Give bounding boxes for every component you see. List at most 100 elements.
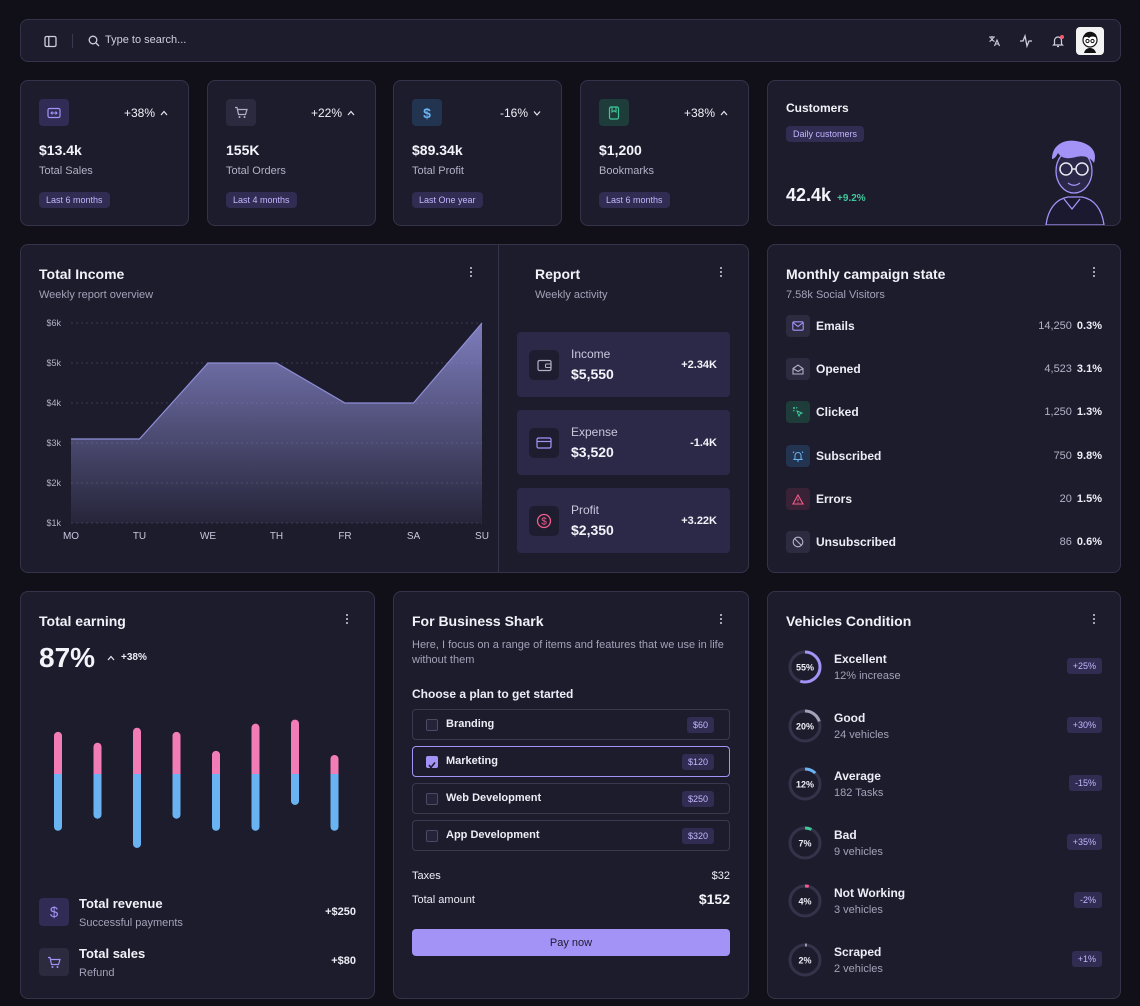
stat-change: +38%: [684, 106, 728, 120]
sales-label: Total sales: [79, 946, 146, 961]
checkbox[interactable]: [426, 793, 438, 805]
checkbox[interactable]: [426, 756, 438, 769]
plan-option-app-development[interactable]: App Development $320: [412, 820, 730, 851]
campaign-count: 1,250: [1044, 406, 1072, 418]
plan-name: Branding: [446, 718, 495, 730]
campaign-label: Clicked: [816, 405, 859, 419]
revenue-label: Total revenue: [79, 896, 163, 911]
x-tick-label: SA: [407, 531, 421, 542]
customers-change: +9.2%: [837, 193, 866, 204]
vehicle-sub: 3 vehicles: [834, 904, 883, 917]
x-tick-label: WE: [200, 531, 216, 542]
plan-name: Web Development: [446, 792, 542, 804]
vehicle-row: 4% Not Working 3 vehicles -2%: [786, 881, 1102, 921]
plan-option-web-development[interactable]: Web Development $250: [412, 783, 730, 814]
stat-period-badge: Last 6 months: [599, 192, 670, 208]
campaign-label: Errors: [816, 492, 853, 506]
progress-arc: [788, 650, 822, 684]
report-change: +2.34K: [681, 359, 717, 371]
stat-period-badge: Last 6 months: [39, 192, 110, 208]
plan-name: Marketing: [446, 755, 498, 767]
earning-card: Total earning 87% +38% $ Total revenue S…: [20, 591, 375, 999]
progress-label: 12%: [796, 780, 814, 790]
income-menu-icon[interactable]: [465, 265, 477, 279]
progress-arc: [788, 943, 822, 977]
earning-bar-top: [93, 742, 102, 778]
stat-value: $13.4k: [39, 142, 82, 158]
campaign-count: 750: [1053, 450, 1072, 462]
plan-price: $60: [686, 717, 714, 733]
earning-bar-top: [54, 731, 62, 778]
taxes-value: $32: [711, 870, 730, 882]
stat-change: -16%: [500, 106, 541, 120]
y-tick-label: $5k: [46, 358, 61, 368]
campaign-label: Unsubscribed: [816, 535, 897, 549]
report-value: $5,550: [571, 366, 614, 382]
progress-label: 7%: [798, 838, 811, 848]
plan-option-marketing[interactable]: Marketing $120: [412, 746, 730, 777]
stat-label: Total Profit: [412, 165, 464, 177]
earning-menu-icon[interactable]: [341, 612, 353, 626]
vehicles-card: Vehicles Condition 55% Excellent 12% incre…: [767, 591, 1121, 999]
report-item-expense: Expense $3,520 -1.4K: [517, 410, 730, 475]
campaign-label: Emails: [816, 319, 855, 333]
y-tick-label: $1k: [46, 518, 61, 528]
earning-bar-bottom: [93, 774, 102, 819]
top-bar: Type to search...: [20, 19, 1121, 62]
customers-title: Customers: [786, 101, 849, 115]
earning-bar-chart: [54, 719, 339, 848]
plan-option-branding[interactable]: Branding $60: [412, 709, 730, 740]
translate-icon[interactable]: [985, 32, 1003, 50]
chevron-up-icon: [347, 110, 355, 116]
earning-bar-top: [291, 719, 299, 778]
vehicle-row: 12% Average 182 Tasks -15%: [786, 764, 1102, 804]
report-change: -1.4K: [690, 437, 717, 449]
report-item-income: Income $5,550 +2.34K: [517, 332, 730, 397]
campaign-pct: 0.3%: [1076, 320, 1102, 332]
campaign-pct: 3.1%: [1076, 363, 1102, 375]
customer-illustration: [1045, 140, 1105, 225]
vehicle-badge: +30%: [1066, 716, 1102, 733]
plan-price: $120: [681, 754, 714, 770]
income-chart: $1k $2k $3k $4k $5k $6k MO TU WE TH FR SA SU: [46, 318, 489, 542]
sidebar-toggle-icon[interactable]: [41, 32, 59, 50]
customers-card: Customers Daily customers 42.4k +9.2%: [767, 80, 1121, 226]
stat-card-total-orders: +22% 155K Total Orders Last 4 months: [207, 80, 376, 226]
earning-bar-bottom: [133, 774, 141, 848]
earning-bar-top: [133, 727, 141, 778]
progress-ring: 2%: [788, 943, 822, 977]
plan-name: App Development: [446, 829, 540, 841]
ticket-icon: [39, 99, 69, 126]
revenue-sub: Successful payments: [79, 917, 183, 929]
stat-card-bookmarks: +38% $1,200 Bookmarks Last 6 months: [580, 80, 749, 226]
click-icon: [786, 401, 810, 423]
search-input[interactable]: Type to search...: [105, 34, 187, 46]
cart-icon: [39, 948, 69, 976]
check-icon: [428, 762, 436, 769]
avatar[interactable]: [1076, 27, 1104, 55]
vehicle-sub: 24 vehicles: [834, 728, 890, 741]
stat-value: 155K: [226, 142, 260, 158]
checkbox[interactable]: [426, 719, 438, 731]
report-label: Expense: [571, 425, 618, 439]
business-menu-icon[interactable]: [715, 612, 727, 626]
campaign-count: 86: [1059, 536, 1072, 548]
chevron-up-icon: [720, 110, 728, 116]
vehicles-menu-icon[interactable]: [1088, 612, 1100, 626]
vehicle-badge: +1%: [1071, 951, 1102, 967]
customers-badge: Daily customers: [786, 126, 865, 142]
income-line: [71, 322, 483, 440]
stat-period-badge: Last 4 months: [226, 192, 297, 208]
search-icon: [85, 32, 103, 50]
pay-now-button[interactable]: Pay now: [412, 929, 730, 956]
activity-icon[interactable]: [1017, 32, 1035, 50]
x-tick-label: MO: [63, 531, 79, 542]
bookmark-icon: [599, 99, 629, 126]
campaign-menu-icon[interactable]: [1088, 265, 1100, 279]
bell-icon[interactable]: [1049, 32, 1067, 50]
report-menu-icon[interactable]: [715, 265, 727, 279]
vehicle-name: Excellent: [834, 652, 887, 666]
campaign-row-unsubscribed: Unsubscribed 86 0.6%: [786, 531, 1102, 553]
checkbox[interactable]: [426, 830, 438, 842]
x-tick-label: SU: [475, 531, 489, 542]
